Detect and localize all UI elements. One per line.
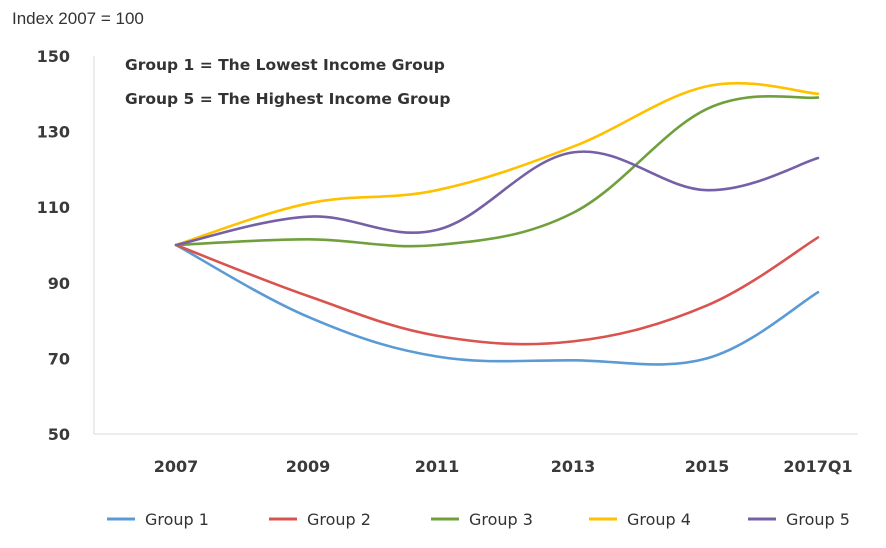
series-lines: [174, 81, 820, 366]
x-tick-labels: 2007 2009 2011 2013 2015 2017Q1: [154, 457, 853, 476]
y-axis-label: Index 2007 = 100: [12, 9, 144, 28]
x-tick-label: 2013: [551, 457, 596, 476]
y-tick-labels: 50 70 90 110 130 150: [37, 47, 70, 444]
legend-label: Group 3: [469, 510, 533, 529]
legend-label: Group 2: [307, 510, 371, 529]
legend-item-group-3: Group 3: [431, 510, 533, 529]
series-line-group-1: [174, 243, 820, 366]
x-tick-label: 2017Q1: [783, 457, 852, 476]
y-tick-label: 70: [48, 349, 70, 368]
y-tick-label: 130: [37, 123, 70, 142]
legend: Group 1 Group 2 Group 3 Group 4 Group 5: [107, 510, 850, 529]
series-line-group-2: [174, 236, 820, 346]
series-line-group-3: [174, 94, 820, 248]
y-tick-label: 110: [37, 198, 70, 217]
legend-item-group-4: Group 4: [589, 510, 691, 529]
x-tick-label: 2009: [286, 457, 331, 476]
annotation-highest-group: Group 5 = The Highest Income Group: [125, 90, 450, 108]
legend-label: Group 4: [627, 510, 691, 529]
axes: [93, 56, 858, 435]
x-tick-label: 2011: [415, 457, 460, 476]
legend-item-group-2: Group 2: [269, 510, 371, 529]
legend-label: Group 1: [145, 510, 209, 529]
y-tick-label: 150: [37, 47, 70, 66]
y-tick-label: 50: [48, 425, 70, 444]
y-tick-label: 90: [48, 274, 70, 293]
series-line-group-5: [174, 150, 820, 247]
annotation-lowest-group: Group 1 = The Lowest Income Group: [125, 56, 445, 74]
x-tick-label: 2015: [685, 457, 730, 476]
series-line-group-4: [174, 81, 820, 247]
legend-label: Group 5: [786, 510, 850, 529]
x-tick-label: 2007: [154, 457, 199, 476]
legend-item-group-1: Group 1: [107, 510, 209, 529]
legend-item-group-5: Group 5: [748, 510, 850, 529]
